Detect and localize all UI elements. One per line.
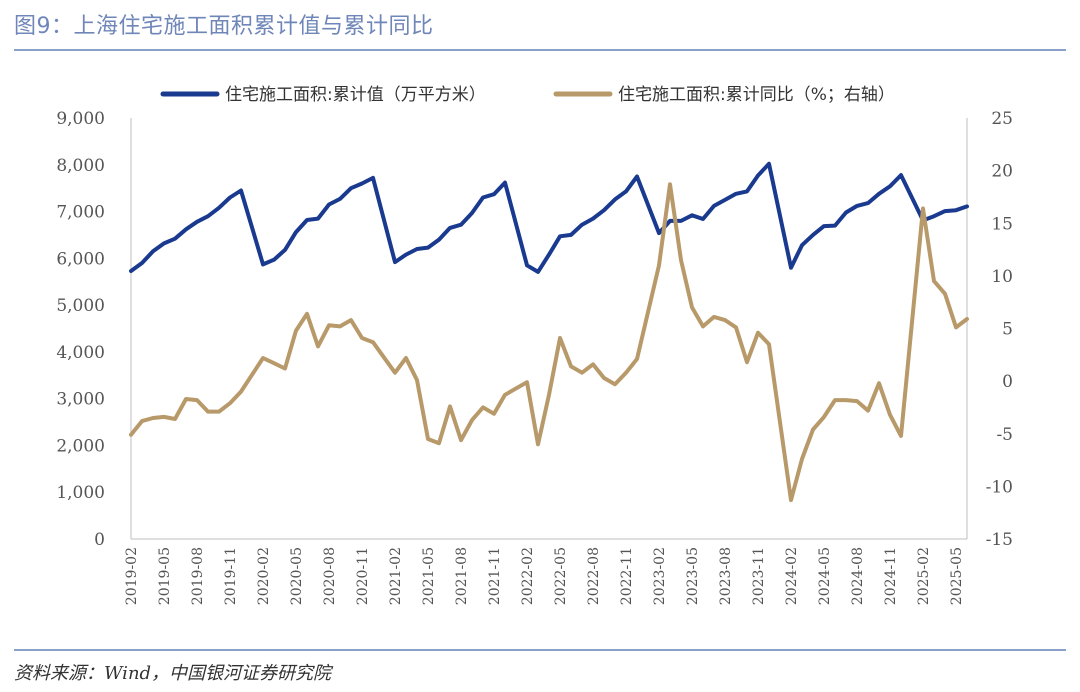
left-tick-label: 6,000 xyxy=(56,249,105,269)
x-tick-label: 2024-11 xyxy=(883,547,899,605)
source-note: 资料来源：Wind，中国银河证券研究院 xyxy=(14,663,332,684)
x-tick-label: 2024-05 xyxy=(817,547,833,605)
left-tick-label: 0 xyxy=(94,530,105,550)
left-tick-label: 1,000 xyxy=(56,483,105,503)
legend: 住宅施工面积:累计值（万平方米） 住宅施工面积:累计同比（%；右轴） xyxy=(160,85,895,105)
x-tick-label: 2020-08 xyxy=(322,547,338,605)
right-tick-label: 0 xyxy=(1002,372,1013,392)
x-tick-label: 2021-08 xyxy=(454,547,470,605)
x-tick-label: 2019-02 xyxy=(124,547,140,605)
x-tick-label: 2023-05 xyxy=(685,547,701,605)
left-tick-label: 9,000 xyxy=(56,109,105,129)
left-tick-label: 4,000 xyxy=(56,343,105,363)
legend-label: 住宅施工面积:累计值（万平方米） xyxy=(225,85,486,105)
figure-title: 图9：上海住宅施工面积累计值与累计同比 xyxy=(14,14,434,39)
x-tick-label: 2019-05 xyxy=(157,547,173,605)
left-tick-label: 7,000 xyxy=(56,203,105,223)
x-tick-label: 2019-08 xyxy=(190,547,206,605)
right-tick-label: 25 xyxy=(991,109,1013,129)
x-tick-label: 2023-08 xyxy=(718,547,734,605)
left-tick-label: 5,000 xyxy=(56,296,105,316)
left-tick-label: 2,000 xyxy=(56,436,105,456)
x-tick-label: 2021-05 xyxy=(421,547,437,605)
x-tick-label: 2023-02 xyxy=(652,547,668,605)
x-tick-label: 2021-02 xyxy=(388,547,404,605)
series-line-yoy xyxy=(129,182,969,503)
right-tick-label: -5 xyxy=(996,425,1013,445)
right-tick-label: 15 xyxy=(991,214,1013,234)
x-tick-label: 2025-05 xyxy=(949,547,965,605)
legend-label: 住宅施工面积:累计同比（%；右轴） xyxy=(618,85,895,105)
series-line-cumulative-value xyxy=(129,161,969,274)
x-tick-label: 2022-11 xyxy=(619,547,635,605)
left-tick-label: 8,000 xyxy=(56,156,105,176)
series-layer xyxy=(129,161,969,503)
x-tick-label: 2020-02 xyxy=(256,547,272,605)
right-tick-label: 5 xyxy=(1002,320,1013,340)
right-tick-label: 10 xyxy=(991,267,1013,287)
x-tick-label: 2024-08 xyxy=(850,547,866,605)
x-tick-label: 2022-02 xyxy=(520,547,536,605)
right-tick-label: -15 xyxy=(986,530,1013,550)
axes: 0 1,000 2,000 3,000 4,000 5,000 6,000 7,000 8,00… xyxy=(56,109,1013,605)
x-tick-label: 2020-05 xyxy=(289,547,305,605)
x-tick-label: 2021-11 xyxy=(487,547,503,605)
x-tick-label: 2022-05 xyxy=(553,547,569,605)
top-rule xyxy=(14,49,1066,51)
x-tick-label: 2023-11 xyxy=(751,547,767,605)
x-tick-label: 2025-02 xyxy=(916,547,932,605)
right-tick-label: -10 xyxy=(986,477,1013,497)
x-tick-label: 2019-11 xyxy=(223,547,239,605)
x-tick-label: 2020-11 xyxy=(355,547,371,605)
right-tick-label: 20 xyxy=(991,162,1013,182)
x-tick-label: 2024-02 xyxy=(784,547,800,605)
left-tick-label: 3,000 xyxy=(56,390,105,410)
bottom-rule xyxy=(14,649,1066,651)
x-tick-label: 2022-08 xyxy=(586,547,602,605)
